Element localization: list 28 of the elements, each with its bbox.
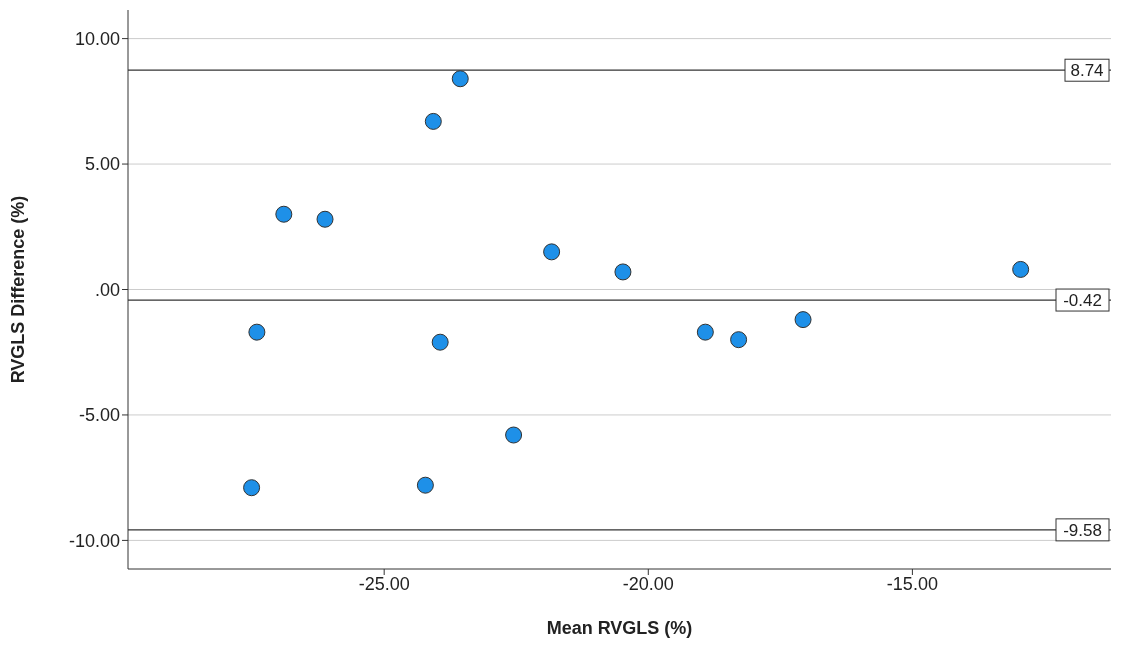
point: [614, 263, 632, 281]
ref-line-label: -9.58: [1063, 520, 1102, 540]
point: [730, 331, 748, 349]
point: [316, 210, 334, 228]
point: [1012, 260, 1030, 278]
point: [794, 311, 812, 329]
y-axis-title: RVGLS Difference (%): [8, 195, 29, 384]
point: [543, 243, 561, 261]
point: [696, 323, 714, 341]
y-tick-label: -5.00: [78, 405, 120, 426]
ref-line-label: -0.42: [1063, 291, 1102, 311]
x-tick-label: -20.00: [622, 573, 674, 594]
y-tick-label: 5.00: [84, 154, 120, 175]
x-tick-label: -15.00: [886, 573, 938, 594]
y-tick-label: -10.00: [68, 530, 120, 551]
point: [431, 333, 449, 351]
point: [451, 70, 469, 88]
point: [424, 112, 442, 130]
point: [505, 426, 523, 444]
ref-line-label: 8.74: [1070, 61, 1104, 81]
y-tick-label: 10.00: [74, 28, 120, 49]
point: [275, 205, 293, 223]
x-axis-title: Mean RVGLS (%): [546, 618, 693, 638]
x-tick-label: -25.00: [358, 573, 410, 594]
point: [416, 476, 434, 494]
point: [248, 323, 266, 341]
point: [243, 479, 261, 497]
y-tick-label: .00: [94, 279, 120, 300]
